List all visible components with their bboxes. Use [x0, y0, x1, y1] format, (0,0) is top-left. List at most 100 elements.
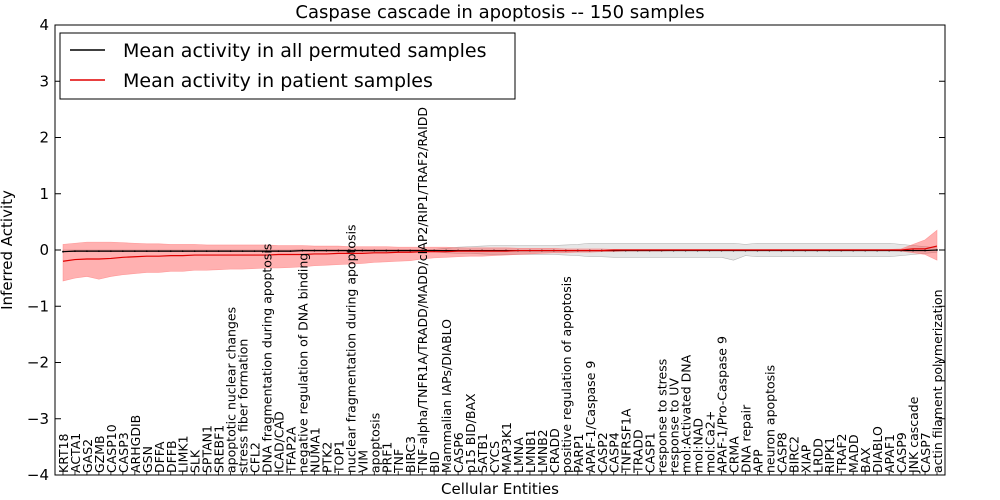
x-tick-label: neuron apoptosis [762, 365, 777, 473]
data-point-permuted [145, 250, 148, 253]
data-point-permuted [445, 249, 448, 252]
data-point-permuted [229, 250, 232, 253]
data-point-permuted [157, 250, 160, 253]
x-tick-label: mol:Ca2+ [703, 411, 718, 473]
x-tick-label: APAF-1/Pro-Caspase 9 [714, 336, 729, 473]
x-tick-label: KRT18 [56, 433, 71, 473]
y-tick-label: −1 [27, 297, 49, 315]
x-tick-label: LMNB1 [523, 429, 538, 473]
x-tick-label: mol:NAD [691, 418, 706, 473]
data-point-permuted [373, 249, 376, 252]
data-point-permuted [349, 249, 352, 252]
x-tick-label: BIRC3 [403, 436, 418, 473]
x-tick-label: APAF-1/Caspase 9 [583, 361, 598, 473]
data-point-permuted [265, 250, 268, 253]
x-tick-label: DIABLO [870, 426, 885, 473]
data-point-permuted [421, 249, 424, 252]
x-tick-label: APAF1 [882, 434, 897, 473]
data-point-permuted [337, 249, 340, 252]
x-axis: KRT18ACTA1GAS2GZMBCASP10CASP3ARHGDIBGSND… [56, 107, 945, 475]
x-tick-label: CASP9 [894, 432, 909, 473]
x-tick-label: TOP1 [331, 440, 346, 474]
x-tick-label: CASP10 [104, 424, 119, 473]
x-tick-label: DFFA [152, 441, 167, 473]
x-tick-label: PRF1 [379, 442, 394, 473]
x-tick-label: apoptotic nuclear changes [224, 307, 239, 473]
x-tick-label: negative regulation of DNA binding [295, 253, 310, 473]
y-tick-label: 3 [39, 72, 49, 90]
x-tick-label: positive regulation of apoptosis [559, 276, 574, 473]
x-tick-label: RIPK1 [822, 437, 837, 473]
y-tick-label: 2 [39, 129, 49, 147]
x-tick-label: apoptosis [367, 413, 382, 473]
x-tick-label: BID [427, 451, 442, 473]
data-point-permuted [169, 250, 172, 253]
x-tick-label: APP [750, 449, 765, 473]
data-point-permuted [109, 250, 112, 253]
data-point-permuted [385, 249, 388, 252]
x-tick-label: Mammalian IAPs/DIABLO [439, 319, 454, 473]
y-tick-label: 1 [39, 185, 49, 203]
x-tick-label: ICAD/CAD [272, 411, 287, 473]
x-tick-label: SLK [188, 449, 203, 473]
x-tick-label: nuclear fragmentation during apoptosis [343, 224, 358, 473]
x-tick-label: mol:Activated DNA [679, 354, 694, 473]
y-tick-label: 0 [39, 241, 49, 259]
data-point-permuted [912, 249, 914, 252]
x-tick-label: GAS2 [80, 439, 95, 473]
x-tick-label: DNA repair [738, 404, 753, 473]
x-tick-label: CRMA [726, 436, 741, 473]
x-tick-label: ACTA1 [68, 433, 83, 473]
data-point-permuted [361, 249, 364, 252]
x-tick-label: GZMB [92, 435, 107, 473]
data-point-permuted [193, 250, 196, 253]
data-point-permuted [936, 249, 938, 251]
x-tick-label: DNA fragmentation during apoptosis [260, 244, 275, 473]
data-point-permuted [325, 249, 328, 252]
data-point-permuted [313, 249, 316, 252]
x-tick-label: TFAP2A [283, 426, 298, 474]
data-point-permuted [253, 250, 256, 253]
x-tick-label: response to UV [667, 378, 682, 473]
data-point-permuted [86, 250, 88, 253]
x-tick-label: CYCS [487, 441, 502, 473]
data-point-permuted [217, 250, 220, 253]
line-layer [62, 245, 938, 262]
y-tick-label: −2 [27, 354, 49, 372]
x-tick-label: CASP2 [595, 432, 610, 473]
x-tick-label: CASP3 [116, 432, 131, 473]
data-point-permuted [62, 250, 64, 253]
x-tick-label: JNK cascade [906, 396, 921, 474]
x-tick-label: TNFRSF1A [619, 408, 634, 474]
x-tick-label: TRADD [631, 429, 646, 474]
y-axis-label: Inferred Activity [0, 190, 16, 310]
x-tick-label: SPTAN1 [200, 425, 215, 473]
x-tick-label: p15 BID/BAX [463, 393, 478, 473]
data-point-permuted [289, 250, 292, 253]
x-tick-label: LIMK1 [176, 435, 191, 473]
data-point-permuted [409, 249, 412, 252]
x-tick-label: TRAF2 [834, 433, 849, 474]
x-tick-label: GSN [140, 446, 155, 473]
legend: Mean activity in all permuted samples Mea… [59, 32, 516, 100]
x-tick-label: CASP8 [774, 432, 789, 473]
x-tick-label: NUMA1 [307, 427, 322, 473]
data-point-permuted [181, 250, 184, 253]
x-tick-label: CASP7 [918, 432, 933, 473]
x-tick-label: MADD [846, 434, 861, 473]
x-tick-label: SREBF1 [212, 425, 227, 473]
y-tick-label: 4 [39, 16, 49, 34]
x-tick-label: VIM [355, 450, 370, 473]
y-axis: −4 −3 −2 −1 0 1 2 3 4 [27, 16, 945, 484]
x-tick-label: XIAP [798, 444, 813, 473]
legend-box [59, 32, 516, 100]
data-point-permuted [133, 250, 136, 253]
x-tick-label: CASP6 [451, 432, 466, 473]
x-tick-label: CFL2 [248, 442, 263, 473]
data-point-permuted [241, 250, 244, 253]
x-tick-label: actin filament polymerization [930, 289, 945, 473]
series-line-patient [62, 245, 938, 262]
x-tick-label: LMNA [511, 437, 526, 473]
data-point-permuted [397, 249, 400, 252]
